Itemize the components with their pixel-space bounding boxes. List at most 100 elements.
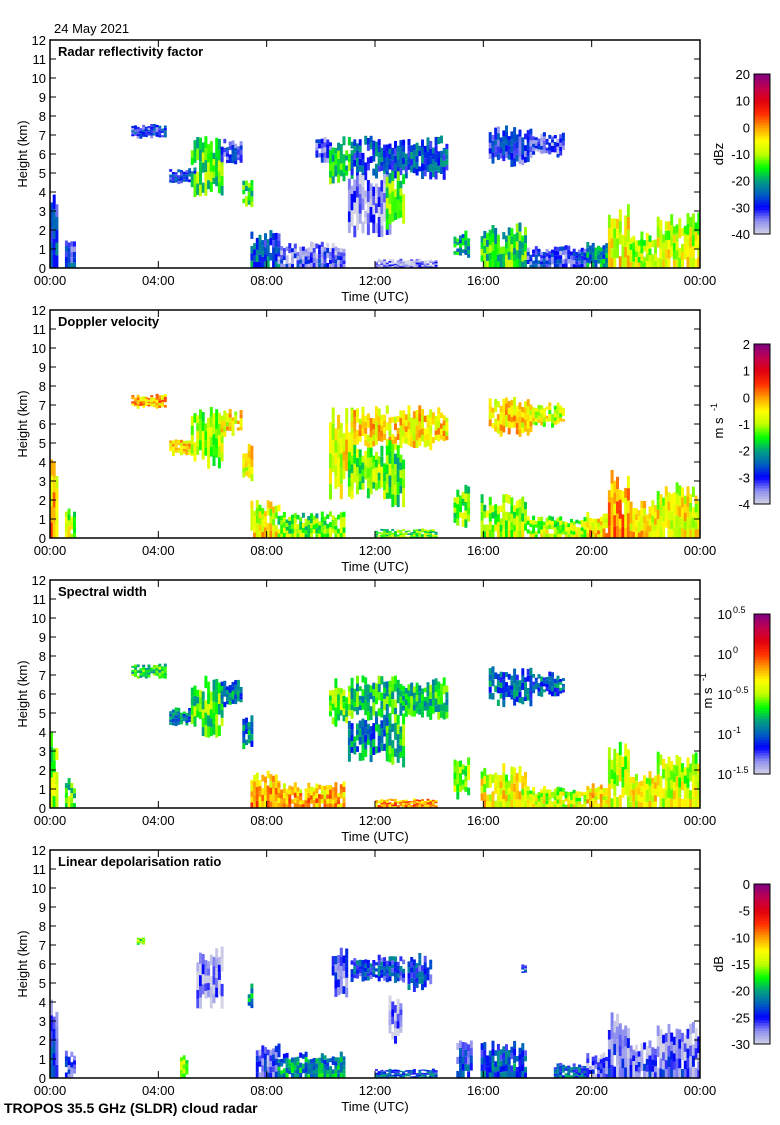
echo-cell: [413, 419, 416, 426]
colorbar-swatch: [754, 186, 770, 189]
echo-cell: [640, 232, 643, 239]
echo-cell: [462, 249, 465, 253]
echo-cell: [202, 153, 205, 163]
echo-cell: [546, 518, 549, 522]
echo-cell: [394, 1021, 397, 1029]
echo-cell: [351, 482, 354, 491]
echo-cell: [551, 792, 554, 795]
echo-cell: [689, 227, 692, 237]
y-tick-label: 3: [39, 204, 46, 219]
echo-cell: [611, 779, 614, 789]
echo-cell: [394, 495, 397, 505]
echo-cell: [370, 438, 373, 445]
colorbar-swatch: [754, 625, 770, 628]
echo-cell: [389, 183, 392, 193]
echo-cell: [53, 772, 56, 784]
echo-cell: [654, 240, 657, 247]
colorbar-swatch: [754, 627, 770, 630]
echo-cell: [418, 703, 421, 709]
echo-cell: [394, 714, 397, 723]
echo-cell: [391, 148, 394, 154]
echo-cell: [232, 686, 235, 690]
echo-cell: [516, 799, 519, 808]
echo-cell: [321, 1058, 324, 1063]
echo-cell: [546, 526, 549, 530]
echo-cell: [399, 532, 402, 534]
colorbar-tick-label: 0: [743, 120, 750, 135]
echo-cell: [600, 260, 603, 264]
echo-cell: [307, 783, 310, 788]
colorbar-swatch: [754, 710, 770, 713]
echo-cell: [535, 246, 538, 250]
echo-cell: [586, 790, 589, 794]
echo-cell: [632, 508, 635, 514]
echo-cell: [524, 420, 527, 426]
echo-cell: [695, 504, 698, 513]
echo-cell: [673, 782, 676, 791]
echo-cell: [432, 803, 435, 805]
colorbar-tick-label: 2: [743, 337, 750, 352]
echo-cell: [494, 151, 497, 157]
echo-cell: [153, 131, 156, 133]
echo-cell: [194, 140, 197, 151]
echo-cell: [668, 520, 671, 529]
echo-cell: [351, 194, 354, 202]
echo-cell: [445, 699, 448, 706]
echo-cell: [586, 522, 589, 527]
echo-cell: [256, 256, 259, 262]
echo-cell: [55, 1012, 58, 1025]
echo-cell: [343, 803, 346, 808]
echo-cell: [240, 426, 243, 430]
echo-cell: [229, 693, 232, 697]
echo-cell: [294, 523, 297, 528]
echo-cell: [386, 681, 389, 689]
echo-cell: [394, 156, 397, 164]
echo-cell: [494, 244, 497, 252]
echo-cell: [513, 505, 516, 512]
echo-cell: [318, 794, 321, 799]
echo-cell: [521, 683, 524, 690]
echo-cell: [297, 1061, 300, 1065]
echo-cell: [218, 988, 221, 996]
echo-cell: [692, 797, 695, 808]
echo-cell: [73, 252, 76, 257]
echo-cell: [562, 687, 565, 690]
echo-cell: [253, 262, 256, 268]
echo-cell: [359, 960, 362, 963]
echo-cell: [505, 781, 508, 788]
echo-cell: [142, 942, 145, 943]
echo-cell: [210, 447, 213, 457]
echo-cell: [348, 211, 351, 222]
echo-cell: [370, 706, 373, 713]
echo-cell: [578, 521, 581, 525]
echo-cell: [297, 252, 300, 256]
echo-cell: [611, 228, 614, 238]
echo-cell: [467, 501, 470, 508]
colorbar-swatch: [754, 638, 770, 641]
echo-cell: [232, 154, 235, 159]
echo-cell: [668, 240, 671, 249]
echo-cell: [429, 260, 432, 262]
echo-cell: [242, 463, 245, 468]
colorbar-swatch: [754, 229, 770, 232]
echo-cell: [529, 531, 532, 535]
echo-cell: [399, 462, 402, 470]
echo-cell: [538, 419, 541, 423]
echo-cell: [413, 711, 416, 717]
echo-cell: [624, 216, 627, 227]
echo-cell: [399, 966, 402, 971]
echo-cell: [402, 960, 405, 965]
echo-cell: [559, 516, 562, 520]
echo-cell: [242, 458, 245, 463]
echo-cell: [559, 151, 562, 155]
echo-cell: [689, 248, 692, 258]
echo-cell: [175, 442, 178, 445]
colorbar-swatch: [754, 769, 770, 772]
echo-cell: [538, 798, 541, 801]
echo-cell: [337, 1057, 340, 1061]
echo-cell: [351, 473, 354, 482]
echo-cell: [207, 144, 210, 153]
echo-cell: [256, 1073, 259, 1079]
colorbar-swatch: [754, 456, 770, 459]
echo-cell: [202, 163, 205, 173]
